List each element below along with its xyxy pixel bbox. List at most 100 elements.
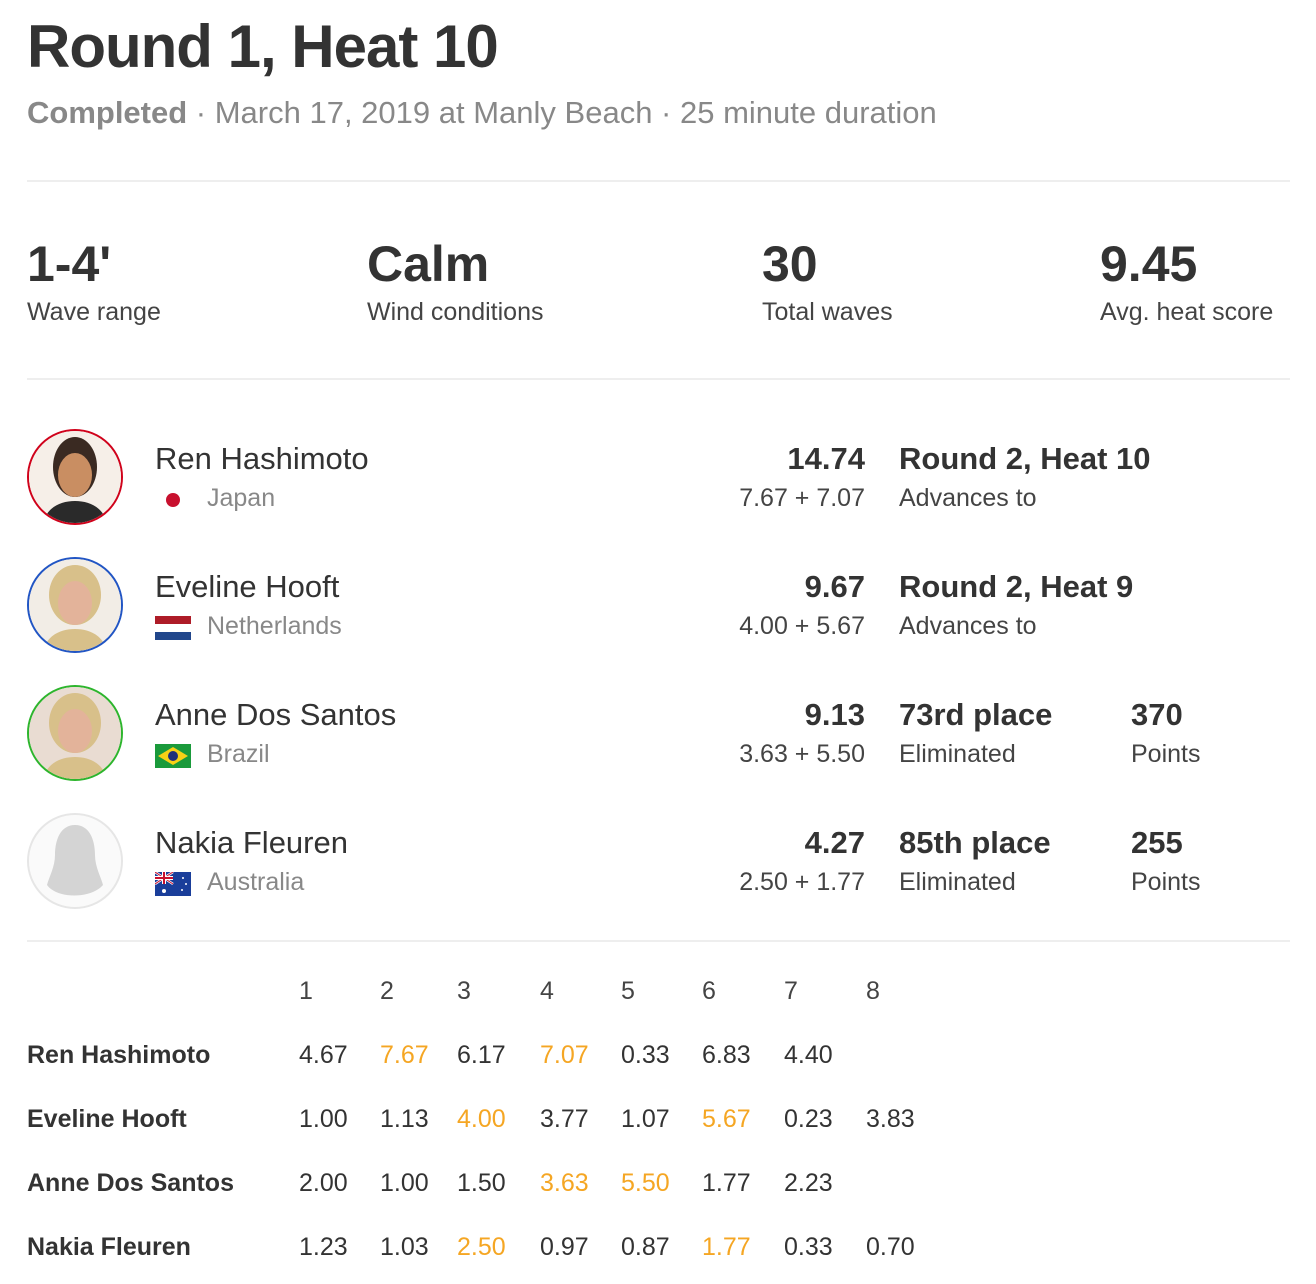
wave-score: 0.33	[621, 1041, 670, 1069]
stat-wind: Calm Wind conditions	[367, 236, 543, 327]
stat-label: Avg. heat score	[1100, 298, 1274, 326]
wave-score: 0.97	[540, 1233, 589, 1261]
wave-score: 0.33	[784, 1233, 833, 1261]
wave-column-header: 4	[540, 977, 554, 1005]
surfer-name[interactable]: Anne Dos Santos	[155, 697, 397, 732]
wave-score: 1.03	[380, 1233, 429, 1261]
counting-waves: 3.63 + 5.50	[739, 740, 865, 768]
points-label: Points	[1131, 740, 1201, 768]
wave-score: 1.00	[380, 1169, 429, 1197]
wave-column-header: 3	[457, 977, 471, 1005]
stat-label: Wave range	[27, 298, 161, 326]
counting-waves: 2.50 + 1.77	[739, 868, 865, 896]
counting-wave-score: 1.77	[702, 1233, 751, 1261]
result-label: Eliminated	[899, 740, 1016, 768]
result-label: Advances to	[899, 612, 1037, 640]
wave-column-header: 8	[866, 977, 880, 1005]
divider	[27, 180, 1290, 182]
wave-column-header: 7	[784, 977, 798, 1005]
heat-subtitle: Completed · March 17, 2019 at Manly Beac…	[27, 95, 937, 131]
surfer-row[interactable]: Anne Dos Santos Brazil 9.13 3.63 + 5.50 …	[0, 685, 1316, 785]
wave-score: 0.23	[784, 1105, 833, 1133]
result: 85th place	[899, 825, 1051, 860]
stat-avg-score: 9.45 Avg. heat score	[1100, 236, 1273, 327]
wave-score: 2.00	[299, 1169, 348, 1197]
heat-score: 14.74	[787, 441, 865, 476]
wave-score: 3.77	[540, 1105, 589, 1133]
avatar	[27, 685, 123, 781]
points: 370	[1131, 697, 1183, 732]
stat-wave-range: 1-4' Wave range	[27, 236, 161, 327]
wave-score: 2.23	[784, 1169, 833, 1197]
stat-label: Total waves	[762, 298, 893, 326]
surfer-row[interactable]: Ren Hashimoto Japan 14.74 7.67 + 7.07 Ro…	[0, 429, 1316, 529]
surfer-country: Netherlands	[207, 612, 342, 640]
heat-score: 4.27	[804, 825, 865, 860]
stat-value: 1-4'	[27, 236, 112, 292]
surfer-country: Brazil	[207, 740, 270, 768]
wave-score: 3.83	[866, 1105, 915, 1133]
result-label: Advances to	[899, 484, 1037, 512]
stat-value: 9.45	[1100, 236, 1198, 292]
wave-column-header: 1	[299, 977, 313, 1005]
surfer-name[interactable]: Ren Hashimoto	[155, 441, 369, 476]
page-title: Round 1, Heat 10	[27, 13, 499, 80]
wave-table-surfer: Ren Hashimoto	[27, 1041, 211, 1069]
placeholder-silhouette-icon	[29, 815, 121, 907]
result-label: Eliminated	[899, 868, 1016, 896]
points: 255	[1131, 825, 1183, 860]
wave-score: 0.87	[621, 1233, 670, 1261]
wave-score: 1.77	[702, 1169, 751, 1197]
australia-flag-icon	[154, 870, 191, 896]
wave-score: 4.40	[784, 1041, 833, 1069]
wave-score: 6.17	[457, 1041, 506, 1069]
divider	[27, 378, 1290, 380]
surfer-photo	[29, 687, 121, 779]
surfer-name[interactable]: Nakia Fleuren	[155, 825, 348, 860]
stat-value: 30	[762, 236, 818, 292]
counting-wave-score: 7.07	[540, 1041, 589, 1069]
counting-wave-score: 2.50	[457, 1233, 506, 1261]
surfer-photo	[29, 559, 121, 651]
result: Round 2, Heat 9	[899, 569, 1134, 604]
japan-flag-icon	[155, 488, 191, 512]
wave-column-header: 6	[702, 977, 716, 1005]
surfer-country: Australia	[207, 868, 305, 896]
counting-wave-score: 5.67	[702, 1105, 751, 1133]
heat-score: 9.13	[804, 697, 865, 732]
wave-score: 1.50	[457, 1169, 506, 1197]
wave-score: 1.07	[621, 1105, 670, 1133]
wave-column-header: 2	[380, 977, 394, 1005]
counting-wave-score: 5.50	[621, 1169, 670, 1197]
surfer-name[interactable]: Eveline Hooft	[155, 569, 340, 604]
result: Round 2, Heat 10	[899, 441, 1151, 476]
surfer-country: Japan	[207, 484, 276, 512]
stat-total-waves: 30 Total waves	[762, 236, 893, 327]
counting-waves: 7.67 + 7.07	[739, 484, 865, 512]
counting-wave-score: 7.67	[380, 1041, 429, 1069]
points-label: Points	[1131, 868, 1201, 896]
wave-score: 1.00	[299, 1105, 348, 1133]
wave-score: 0.70	[866, 1233, 915, 1261]
netherlands-flag-icon	[155, 616, 191, 640]
heat-score: 9.67	[804, 569, 865, 604]
surfer-photo	[29, 431, 121, 523]
avatar	[27, 813, 123, 909]
surfer-row[interactable]: Nakia Fleuren Australia 4.27 2.50 + 1.77…	[0, 813, 1316, 913]
counting-waves: 4.00 + 5.67	[739, 612, 865, 640]
divider	[27, 940, 1290, 942]
wave-column-header: 5	[621, 977, 635, 1005]
brazil-flag-icon	[155, 744, 191, 768]
heat-details: · March 17, 2019 at Manly Beach · 25 min…	[187, 95, 937, 130]
wave-score: 1.23	[299, 1233, 348, 1261]
surfer-row[interactable]: Eveline Hooft Netherlands 9.67 4.00 + 5.…	[0, 557, 1316, 657]
result: 73rd place	[899, 697, 1053, 732]
stat-value: Calm	[367, 236, 490, 292]
avatar	[27, 429, 123, 525]
wave-table-surfer: Nakia Fleuren	[27, 1233, 191, 1261]
wave-table-surfer: Anne Dos Santos	[27, 1169, 234, 1197]
wave-score: 6.83	[702, 1041, 751, 1069]
avatar	[27, 557, 123, 653]
counting-wave-score: 4.00	[457, 1105, 506, 1133]
status-label: Completed	[27, 95, 188, 130]
